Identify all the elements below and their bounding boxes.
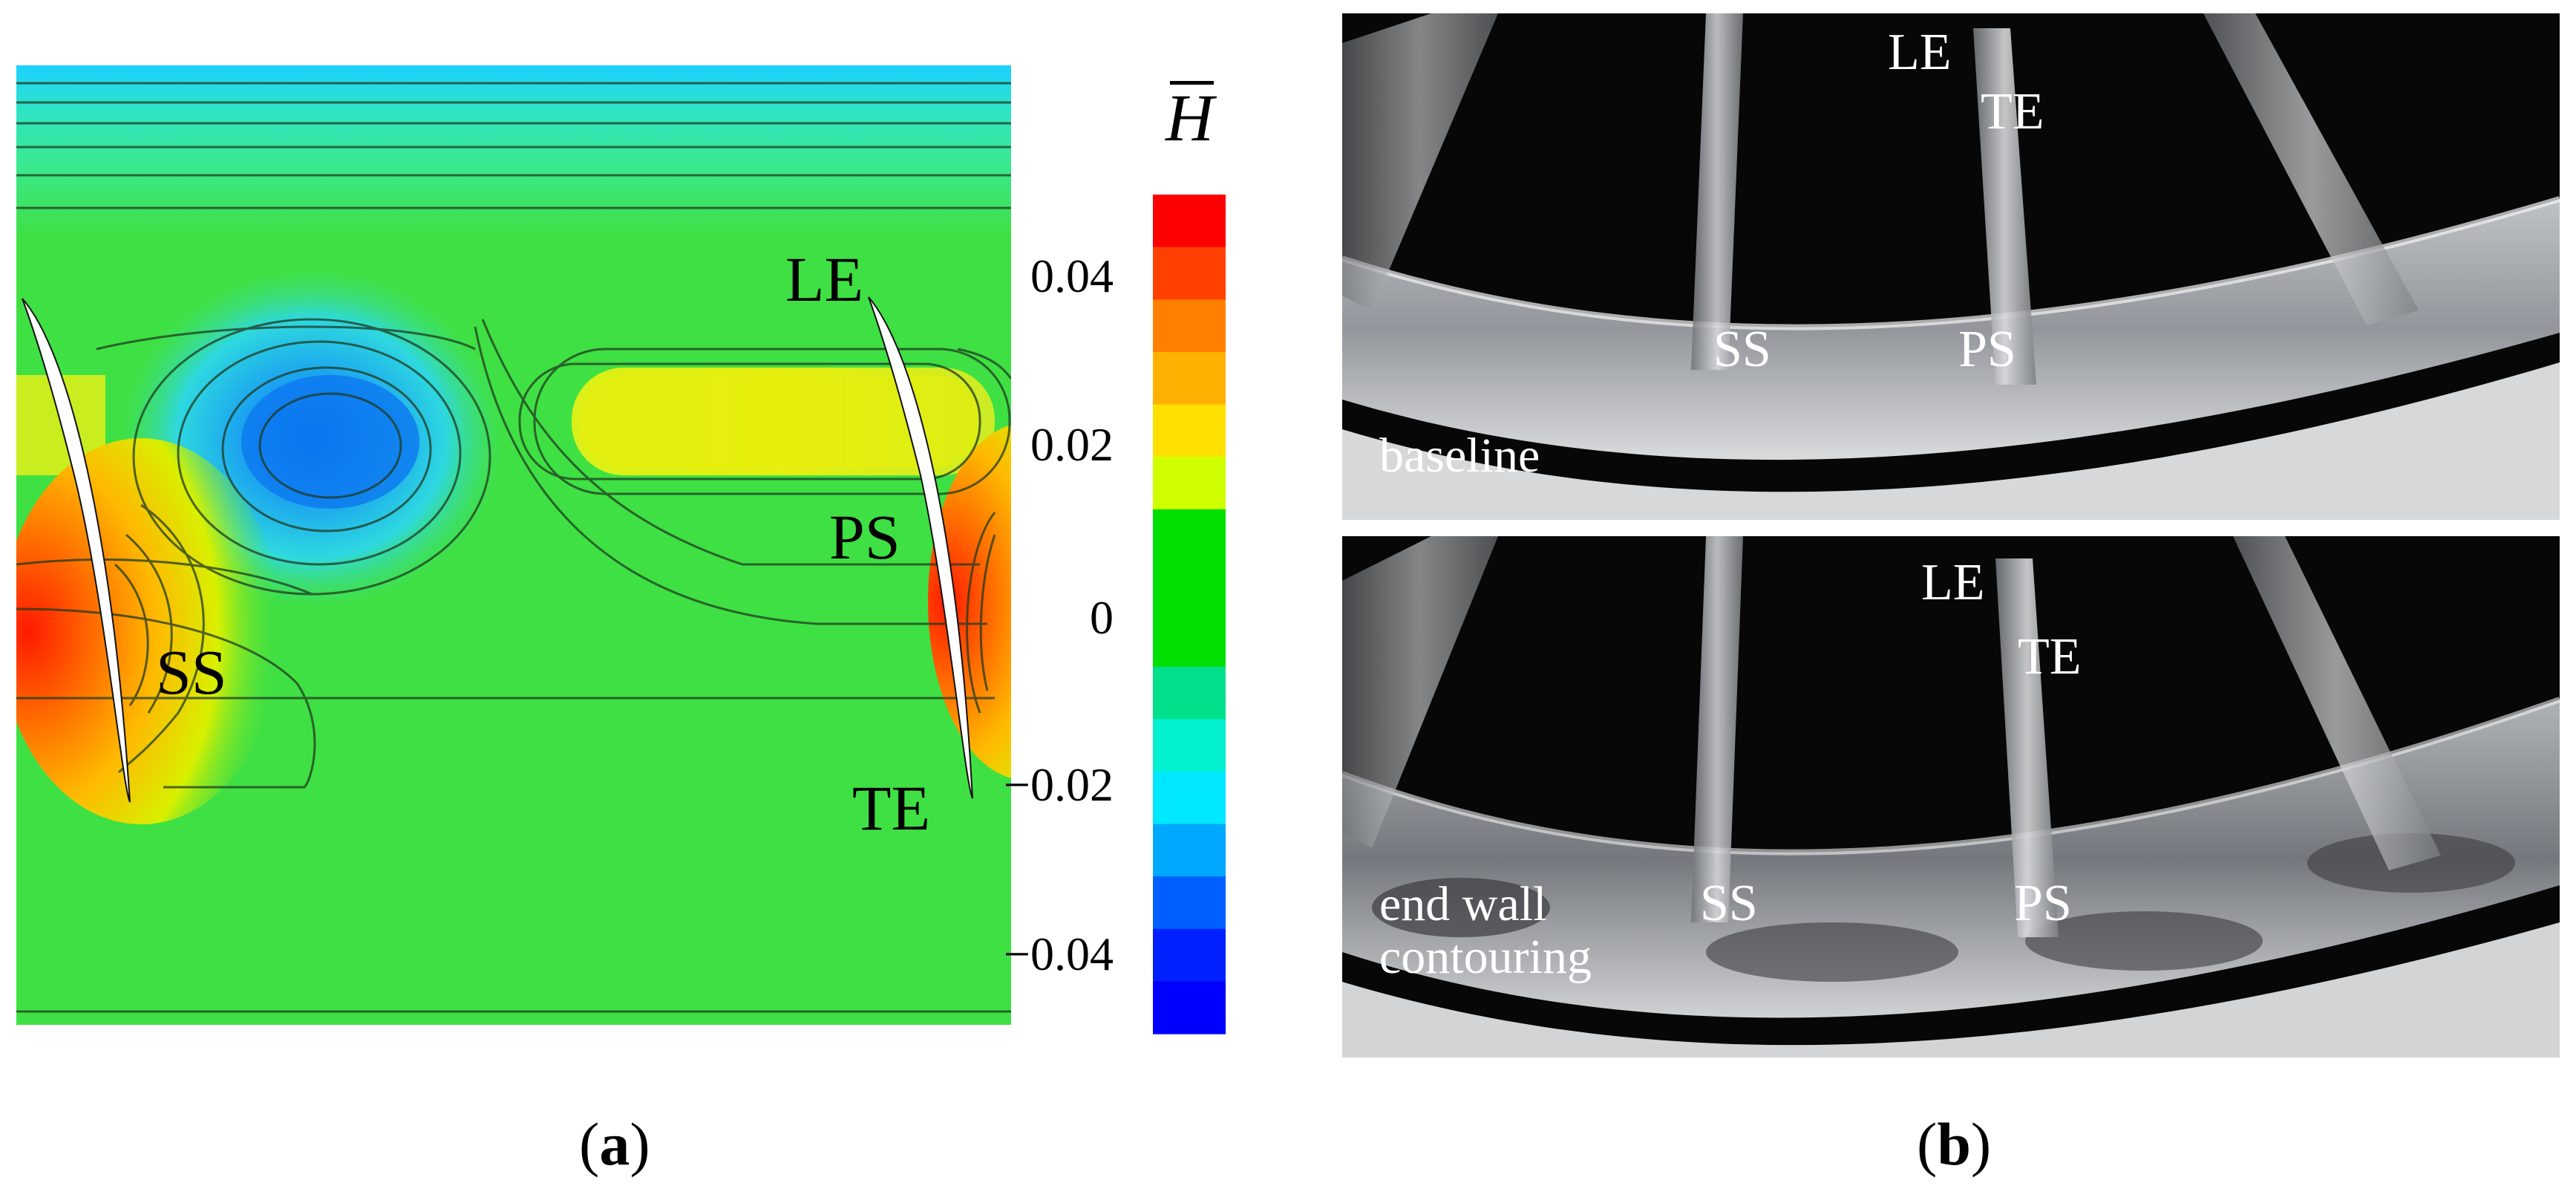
photo-end-wall-contouring: LE TE SS PS end wall contouring bbox=[1342, 536, 2560, 1058]
colorbar-segment bbox=[1153, 771, 1226, 825]
baseline-label-ss: SS bbox=[1713, 321, 1771, 378]
photo-baseline: LE TE SS PS baseline bbox=[1342, 13, 2560, 520]
caption-a-letter: a bbox=[599, 1110, 630, 1178]
caption-a: (a) bbox=[579, 1114, 650, 1175]
baseline-label-te: TE bbox=[1981, 83, 2044, 140]
label-te: TE bbox=[852, 772, 931, 844]
baseline-label-le: LE bbox=[1888, 24, 1952, 81]
colorbar-segment bbox=[1153, 614, 1226, 668]
colorbar-segment bbox=[1153, 457, 1226, 510]
colorbar-segment bbox=[1153, 824, 1226, 877]
colorbar-segment bbox=[1153, 666, 1226, 720]
caption-b-open: ( bbox=[1917, 1110, 1938, 1178]
colorbar-tick: 0.04 bbox=[1030, 250, 1114, 302]
contouring-label-ps: PS bbox=[2014, 875, 2072, 932]
caption-b-letter: b bbox=[1937, 1110, 1971, 1178]
colorbar-title: H bbox=[1166, 81, 1214, 155]
colorbar-segment bbox=[1153, 404, 1226, 457]
colorbar-segment bbox=[1153, 981, 1226, 1035]
contouring-label-le: LE bbox=[1921, 554, 1985, 611]
colorbar-segment bbox=[1153, 561, 1226, 615]
colorbar-segment bbox=[1153, 876, 1226, 930]
colorbar-segment bbox=[1153, 509, 1226, 562]
colorbar-title-text: H bbox=[1166, 82, 1214, 155]
contouring-label-ss: SS bbox=[1700, 875, 1758, 932]
colorbar-segment bbox=[1153, 247, 1226, 300]
photo-contouring-graphic bbox=[1342, 536, 2560, 1058]
colorbar-segment bbox=[1153, 351, 1226, 405]
colorbar-tick: −0.04 bbox=[1003, 928, 1114, 980]
photo-baseline-graphic bbox=[1342, 13, 2560, 520]
caption-a-close: ) bbox=[630, 1110, 650, 1178]
colorbar-tick: 0.02 bbox=[1030, 418, 1114, 471]
caption-a-open: ( bbox=[579, 1110, 600, 1178]
colorbar-tick: −0.02 bbox=[1003, 758, 1114, 811]
caption-b-close: ) bbox=[1970, 1110, 1992, 1178]
baseline-label-ps: PS bbox=[1958, 321, 2016, 378]
contouring-label-te: TE bbox=[2018, 628, 2082, 685]
colorbar-segment bbox=[1153, 928, 1226, 982]
colorbar-title-overbar bbox=[1170, 81, 1214, 85]
label-le: LE bbox=[785, 244, 864, 315]
contouring-caption: end wall contouring bbox=[1379, 877, 1592, 985]
baseline-caption: baseline bbox=[1379, 429, 1540, 483]
panel-a-contour-plot: LE PS SS TE H 0.04 0.02 0 −0.02 −0.04 (a… bbox=[0, 0, 1262, 1186]
colorbar-tick: 0 bbox=[1090, 591, 1114, 644]
panel-b-photos: LE TE SS PS baseline bbox=[1329, 0, 2576, 1186]
label-ps: PS bbox=[829, 501, 900, 573]
colorbar-segment bbox=[1153, 719, 1226, 772]
colorbar-segment bbox=[1153, 195, 1226, 248]
caption-b: (b) bbox=[1917, 1114, 1991, 1175]
colorbar-segment bbox=[1153, 299, 1226, 353]
label-ss: SS bbox=[156, 636, 227, 708]
colorbar bbox=[1153, 195, 1226, 1035]
contour-plot-graphic bbox=[16, 65, 1226, 1035]
